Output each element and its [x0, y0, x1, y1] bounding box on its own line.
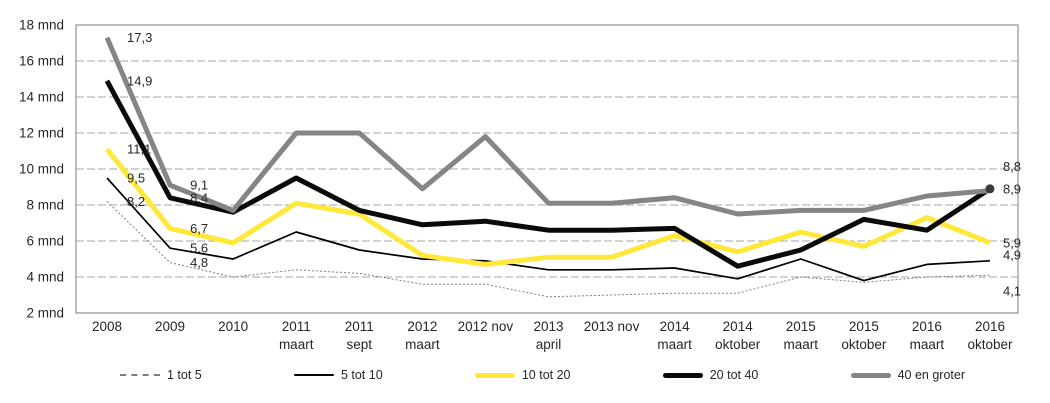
y-axis-tick-label: 16 mnd: [19, 54, 64, 69]
x-axis-tick-label: 2010: [218, 319, 248, 334]
series-line-5-tot-10: [106, 177, 991, 282]
y-axis-tick-label: 8 mnd: [26, 198, 64, 213]
legend-item-40-en-groter: 40 en groter: [850, 368, 965, 382]
data-label: 8,4: [190, 190, 208, 205]
data-label: 4,9: [1003, 247, 1021, 262]
x-axis-tick-label: 2016: [912, 319, 942, 334]
legend-item-10-tot-20: 10 tot 20: [474, 368, 571, 382]
legend-label: 10 tot 20: [521, 368, 571, 382]
x-axis-tick-label: maart: [910, 337, 945, 352]
legend-label: 5 tot 10: [340, 368, 383, 382]
data-label: 11,1: [127, 142, 151, 157]
x-axis-tick-label: oktober: [715, 337, 761, 352]
x-axis-tick-label: maart: [784, 337, 819, 352]
legend-swatch-solid: [293, 374, 334, 376]
legend-swatch-solid: [662, 372, 703, 378]
series-line-40-en-groter: [104, 36, 991, 217]
legend-swatch-dotted: [120, 374, 160, 376]
series-end-marker: [985, 184, 995, 194]
data-label: 14,9: [127, 73, 152, 88]
data-label: 4,1: [1003, 284, 1021, 299]
x-axis-tick-label: april: [536, 337, 562, 352]
legend-label: 20 tot 40: [709, 368, 759, 382]
legend-item-1-tot-5: 1 tot 5: [120, 368, 202, 382]
x-axis-tick-label: 2014: [723, 319, 754, 334]
x-axis-tick-label: 2015: [849, 319, 879, 334]
series-line-20-tot-40: [104, 79, 992, 269]
data-label: 9,1: [190, 178, 208, 193]
x-axis-tick-label: maart: [279, 337, 314, 352]
data-label: 6,7: [190, 221, 208, 236]
y-axis-tick-label: 2 mnd: [26, 306, 64, 321]
series-line-1-tot-5: [106, 201, 991, 298]
legend-item-20-tot-40: 20 tot 40: [662, 368, 759, 382]
data-label: 5,9: [1003, 235, 1021, 250]
y-axis-tick-label: 10 mnd: [19, 162, 64, 177]
x-axis-tick-label: 2008: [92, 319, 122, 334]
x-axis-tick-label: maart: [405, 337, 440, 352]
x-axis-tick-label: 2012 nov: [458, 319, 514, 334]
plot-area: 18 mnd 16 mnd 14 mnd 12 mnd 10 mnd 8 mnd 6 mnd…: [19, 18, 1021, 353]
y-axis-tick-label: 4 mnd: [26, 270, 64, 285]
data-label: 9,5: [127, 171, 145, 186]
x-axis-tick-label: 2014: [660, 319, 691, 334]
x-axis-tick-label: oktober: [841, 337, 887, 352]
legend-swatch-solid: [474, 372, 515, 378]
y-axis-tick-label: 12 mnd: [19, 126, 64, 141]
x-axis-tick-label: 2009: [155, 319, 185, 334]
x-axis-tick-label: 2012: [407, 319, 437, 334]
x-axis-tick-label: 2011: [345, 319, 374, 334]
x-axis-tick-label: sept: [347, 337, 373, 352]
legend-label: 1 tot 5: [167, 368, 202, 382]
legend-label: 40 en groter: [897, 368, 965, 382]
y-axis-tick-label: 14 mnd: [19, 90, 64, 105]
data-label: 17,3: [127, 30, 152, 45]
x-axis-tick-label: 2013: [533, 319, 563, 334]
y-axis-tick-label: 6 mnd: [26, 234, 64, 249]
chart-legend: 1 tot 5 5 tot 10 10 tot 20 20 tot 40 40 en g…: [120, 368, 965, 382]
y-axis-tick-label: 18 mnd: [19, 18, 64, 33]
x-axis-tick-label: 2013 nov: [584, 319, 640, 334]
x-axis-tick-label: 2011: [282, 319, 311, 334]
data-label: 4,8: [190, 255, 208, 270]
data-label: 8,2: [127, 194, 145, 209]
x-axis-tick-label: 2015: [786, 319, 816, 334]
legend-swatch-solid: [850, 372, 891, 378]
data-label: 8,8: [1003, 159, 1021, 174]
series-line-10-tot-20: [105, 147, 991, 267]
x-axis-tick-label: 2016: [975, 319, 1005, 334]
x-axis-tick-label: oktober: [967, 337, 1013, 352]
data-label: 8,9: [1003, 181, 1021, 196]
legend-item-5-tot-10: 5 tot 10: [293, 368, 383, 382]
data-label: 5,6: [190, 241, 208, 256]
x-axis-tick-label: maart: [657, 337, 692, 352]
chart-svg: 18 mnd 16 mnd 14 mnd 12 mnd 10 mnd 8 mnd 6 mnd…: [19, 18, 1021, 353]
